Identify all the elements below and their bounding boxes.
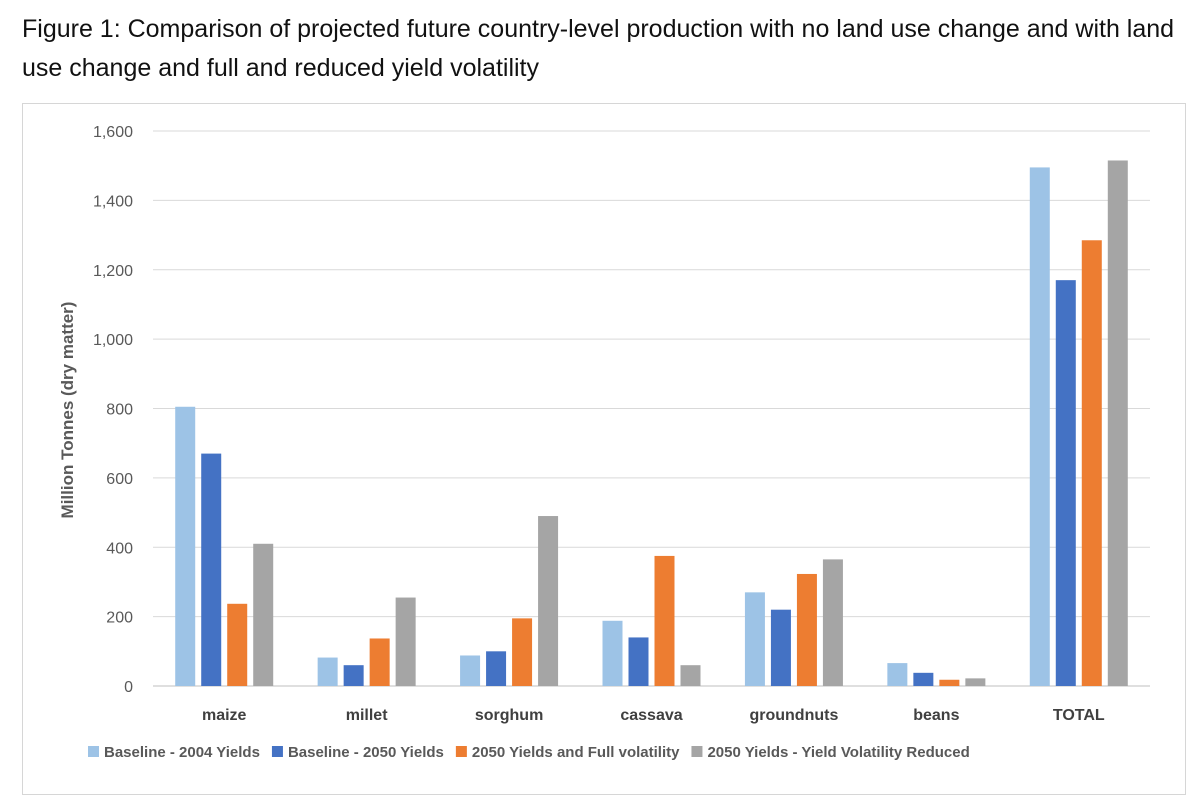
bar [512,618,533,686]
bar [317,657,338,686]
y-tick-label: 600 [106,471,133,488]
bar [175,406,196,686]
legend-swatch [88,746,99,757]
bar [770,609,791,686]
x-category-label: maize [202,707,247,724]
x-category-label: millet [346,707,388,724]
x-axis-categories: maize millet sorghum cassava groundnuts beans… [202,707,1105,724]
legend-swatch [271,746,283,757]
x-category-label: beans [913,707,959,724]
bar [395,597,416,686]
bar [1055,280,1076,686]
bar [654,555,675,686]
bar [1081,240,1102,686]
bar [913,672,934,686]
legend: Baseline - 2004 Yields Baseline - 2050 Yi… [88,744,970,761]
bar [201,453,222,686]
bar [538,516,559,686]
x-category-label: TOTAL [1053,707,1105,724]
x-category-label: sorghum [475,707,543,724]
bar [460,655,481,686]
bar [343,665,364,686]
legend-label: 2050 Yields and Full volatility [472,744,680,761]
bar [822,559,843,686]
x-category-label: cassava [620,707,682,724]
bar [1029,167,1050,686]
chart-area [22,103,1186,795]
bars [175,160,1128,686]
figure-title: Figure 1: Comparison of projected future… [22,15,1175,82]
bar [253,543,274,686]
bar [486,651,507,686]
y-tick-label: 1,000 [93,332,133,349]
bar [680,665,701,686]
y-tick-label: 0 [124,679,133,696]
bar [369,638,390,686]
y-tick-label: 1,400 [93,193,133,210]
legend-label: 2050 Yields - Yield Volatility Reduced [707,744,969,761]
bar [965,678,986,686]
bar [744,592,765,686]
bar [796,573,817,686]
bar [1107,160,1128,686]
legend-swatch [691,746,703,757]
bar [939,679,960,686]
y-tick-label: 800 [106,402,133,419]
x-category-label: groundnuts [749,707,838,724]
y-axis-ticks: 0 200 400 600 800 1,000 1,200 1,400 1,600 [93,124,133,696]
y-tick-label: 1,200 [93,263,133,280]
legend-label: Baseline - 2050 Yields [288,744,444,761]
bar [602,620,623,686]
y-tick-label: 1,600 [93,124,133,141]
bar [628,637,649,686]
y-tick-label: 400 [106,540,133,557]
bar [227,603,248,686]
legend-label: Baseline - 2004 Yields [104,744,260,761]
bar [887,663,908,686]
gridlines [153,130,1150,687]
y-tick-label: 200 [106,610,133,627]
legend-swatch [455,746,467,757]
y-axis-label: Million Tonnes (dry matter) [58,302,77,519]
